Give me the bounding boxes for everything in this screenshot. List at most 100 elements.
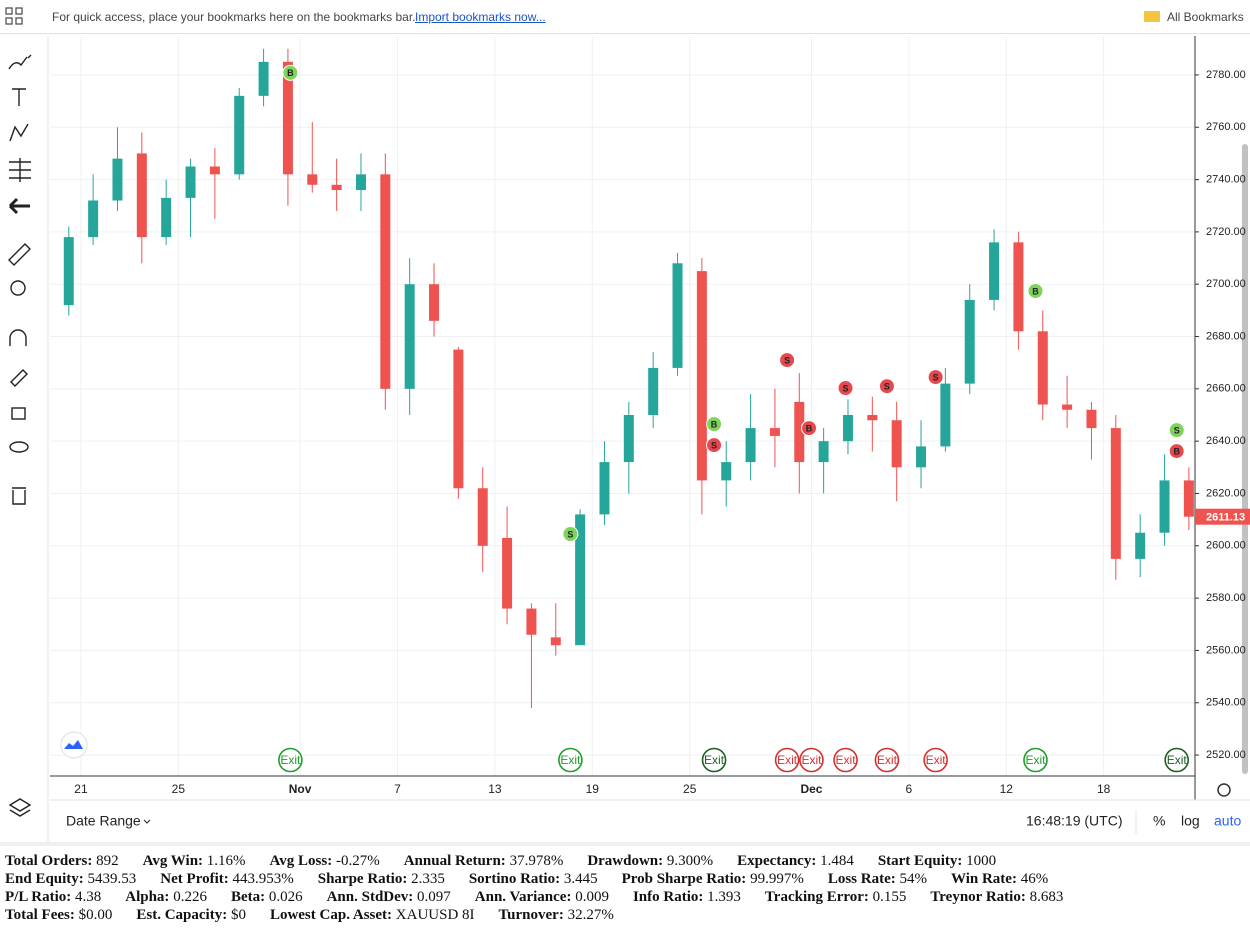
x-tick-label: 7 <box>394 782 401 796</box>
candle-body <box>112 158 123 201</box>
exit-marker <box>278 747 303 773</box>
stat-value: 8.683 <box>1029 889 1064 905</box>
y-tick-label: 2760.00 <box>1206 121 1246 133</box>
exit-marker-label: Exit <box>704 753 725 767</box>
import-link[interactable]: Import bookmarks now... <box>415 10 546 24</box>
trade-marker-label: S <box>567 529 573 539</box>
y-tick-label: 2780.00 <box>1206 69 1246 81</box>
draw-tool[interactable] <box>8 54 32 70</box>
candle-body <box>526 608 537 635</box>
percent-toggle[interactable]: % <box>1153 813 1165 829</box>
date-range[interactable]: Date Range <box>66 813 141 829</box>
measure-tool[interactable] <box>9 158 31 182</box>
stat: P/L Ratio: 4.38 <box>5 889 101 907</box>
stat-label: Expectancy: <box>737 853 817 869</box>
stat: Alpha: 0.226 <box>125 889 207 907</box>
stat-label: Annual Return: <box>403 853 506 869</box>
exit-marker <box>701 747 727 773</box>
candle-body <box>550 637 561 646</box>
stat-value: 1.393 <box>707 889 741 905</box>
candle-body <box>502 537 513 609</box>
candle-body <box>1159 480 1170 533</box>
candle-body <box>672 263 683 368</box>
trade-marker-label: B <box>1173 446 1180 456</box>
candle-body <box>136 153 147 238</box>
back-tool[interactable] <box>8 197 30 215</box>
candle-body <box>1183 480 1194 517</box>
candle-body <box>745 428 756 463</box>
stat-value: 37.978% <box>509 853 564 869</box>
x-tick-label: 6 <box>906 782 913 796</box>
stat: Sharpe Ratio: 2.335 <box>318 871 445 889</box>
x-tick-label: 21 <box>74 782 88 796</box>
exit-marker-label: Exit <box>836 753 857 767</box>
trade-marker-label: B <box>287 68 294 78</box>
trade-marker <box>562 526 579 543</box>
panel-divider <box>0 842 1250 846</box>
candle-body <box>1135 532 1146 559</box>
exit-marker <box>874 747 900 773</box>
y-tick-label: 2600.00 <box>1206 540 1246 552</box>
lock-draw-tool[interactable] <box>10 369 28 387</box>
stat-value: 2.335 <box>411 871 445 887</box>
pattern-tool[interactable] <box>9 123 29 142</box>
eye-tool[interactable] <box>9 441 29 453</box>
layers-tool[interactable] <box>8 798 32 817</box>
exit-marker <box>1023 747 1048 773</box>
candle-body <box>1013 242 1024 332</box>
stat: Avg Loss: -0.27% <box>270 853 380 871</box>
auto-toggle[interactable]: auto <box>1214 813 1241 829</box>
trade-marker-label: S <box>843 383 849 393</box>
text-tool[interactable] <box>12 88 26 106</box>
stat-label: Ann. StdDev: <box>326 889 414 905</box>
all-bookmarks[interactable]: All Bookmarks <box>1167 10 1244 24</box>
scrollbar[interactable] <box>1242 144 1248 774</box>
date-range-chevron[interactable] <box>143 819 151 824</box>
stat-label: Start Equity: <box>877 853 963 869</box>
trade-marker <box>1027 283 1044 300</box>
x-tick-label: 13 <box>488 782 502 796</box>
candle-body <box>331 184 342 191</box>
zoom-tool[interactable] <box>10 280 26 296</box>
exit-marker-label: Exit <box>877 753 898 767</box>
x-tick-label: 19 <box>586 782 600 796</box>
stat-value: -0.27% <box>335 853 380 869</box>
lock-tool[interactable] <box>11 407 26 420</box>
delete-tool[interactable] <box>12 487 26 505</box>
y-tick-label: 2740.00 <box>1206 173 1246 185</box>
stat-value: 1000 <box>966 853 997 869</box>
trade-marker <box>878 378 895 395</box>
log-toggle[interactable]: log <box>1181 813 1200 829</box>
candle-body <box>258 61 269 96</box>
trade-marker-label: S <box>884 382 890 392</box>
candle-body <box>88 200 99 238</box>
stat: Loss Rate: 54% <box>828 871 927 889</box>
stat-label: Win Rate: <box>950 871 1017 887</box>
stat: Treynor Ratio: 8.683 <box>930 889 1063 907</box>
y-tick-label: 2660.00 <box>1206 383 1246 395</box>
candle-body <box>696 271 707 481</box>
candle-body <box>307 174 318 185</box>
trade-marker-label: B <box>711 420 718 430</box>
stat-value: 1.484 <box>820 853 854 869</box>
stat-value: $0.00 <box>78 907 113 923</box>
stat-value: 0.226 <box>173 889 207 905</box>
stat-label: Net Profit: <box>160 871 229 887</box>
candle-body <box>63 237 74 306</box>
trade-marker <box>282 64 299 81</box>
candle-body <box>794 401 805 463</box>
x-tick-label: 18 <box>1097 782 1111 796</box>
trade-marker <box>801 420 818 437</box>
ruler-tool[interactable] <box>8 243 31 266</box>
stat: Lowest Cap. Asset: XAUUSD 8I <box>270 907 475 925</box>
stat-value: 0.155 <box>872 889 907 905</box>
settings-icon[interactable] <box>1217 783 1231 797</box>
stat-label: P/L Ratio: <box>5 889 72 905</box>
magnet-tool[interactable] <box>9 329 27 346</box>
x-tick-label: Nov <box>289 782 312 796</box>
trade-marker <box>779 352 796 369</box>
y-tick-label: 2620.00 <box>1206 487 1246 499</box>
x-tick-label: 12 <box>1000 782 1014 796</box>
apps-icon[interactable] <box>4 6 26 28</box>
